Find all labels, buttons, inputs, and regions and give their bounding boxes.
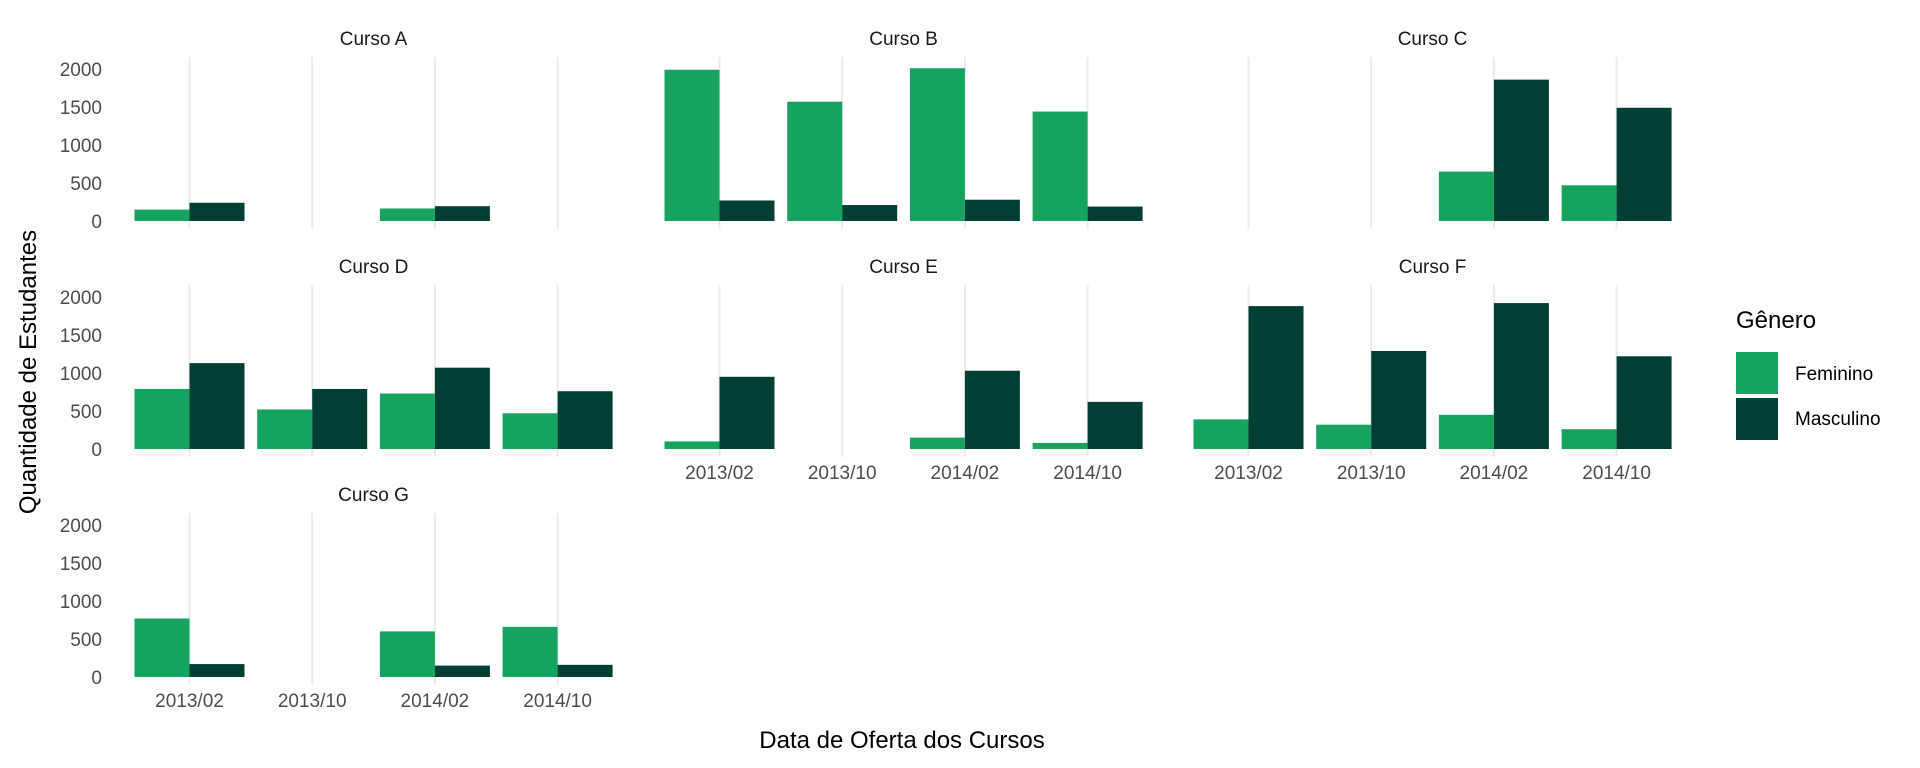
y-tick-label: 1500 [60, 554, 102, 575]
bar-feminino [1561, 429, 1617, 449]
bar-feminino [1032, 442, 1088, 449]
bar-feminino [257, 409, 313, 449]
x-tick-label: 2013/02 [155, 691, 224, 712]
bar-masculino [719, 200, 775, 221]
bar-masculino [964, 370, 1020, 449]
legend-label-masculino: Masculino [1795, 409, 1881, 430]
panel-curso-b: Curso B [664, 29, 1143, 229]
bar-feminino [134, 388, 190, 449]
y-tick-label: 500 [70, 402, 102, 423]
bar-feminino [1561, 185, 1617, 221]
bar-masculino [1087, 206, 1143, 221]
bar-masculino [557, 664, 613, 677]
x-tick-label: 2014/02 [1460, 463, 1529, 484]
panel-title: Curso F [1399, 257, 1467, 278]
bar-masculino [1371, 350, 1427, 449]
bar-feminino [379, 631, 435, 677]
panels-layer: Curso A 0 500 1000 1500 2000 Curso B Curso C Cur… [60, 29, 1672, 712]
y-tick-label: 1000 [60, 592, 102, 613]
bar-masculino [1616, 107, 1672, 221]
legend-title: Gênero [1736, 307, 1816, 334]
y-tick-label: 2000 [60, 288, 102, 309]
x-tick-label: 2014/10 [523, 691, 592, 712]
panel-curso-f: Curso F 2013/02 2013/10 2014/02 2014/10 [1193, 257, 1672, 484]
bar-feminino [134, 618, 190, 677]
bar-feminino [1032, 111, 1088, 221]
y-tick-label: 0 [91, 440, 102, 461]
x-tick-label: 2014/10 [1053, 463, 1122, 484]
bar-feminino [1438, 171, 1494, 221]
bar-masculino [189, 363, 245, 449]
bar-feminino [502, 413, 558, 449]
bar-masculino [189, 664, 245, 677]
legend-key-feminino [1736, 352, 1778, 394]
bar-feminino [134, 209, 190, 221]
panel-title: Curso E [869, 257, 938, 278]
legend-key-masculino [1736, 398, 1778, 440]
panel-title: Curso A [340, 29, 408, 50]
x-tick-label: 2014/02 [401, 691, 470, 712]
y-tick-label: 1000 [60, 364, 102, 385]
x-tick-label: 2014/02 [931, 463, 1000, 484]
x-tick-label: 2013/02 [1214, 463, 1283, 484]
bar-feminino [909, 437, 965, 449]
bar-masculino [1493, 79, 1549, 221]
bar-feminino [379, 393, 435, 449]
bar-masculino [434, 367, 490, 449]
y-tick-label: 1000 [60, 136, 102, 157]
legend: Gênero Feminino Masculino [1736, 307, 1881, 440]
bar-masculino [1493, 303, 1549, 449]
panel-title: Curso G [338, 485, 409, 506]
x-tick-label: 2013/02 [685, 463, 754, 484]
y-tick-label: 1500 [60, 98, 102, 119]
bar-feminino [787, 101, 843, 221]
bar-feminino [909, 68, 965, 222]
y-tick-label: 2000 [60, 516, 102, 537]
bar-masculino [557, 391, 613, 449]
bar-feminino [502, 626, 558, 677]
panel-title: Curso C [1398, 29, 1468, 50]
y-tick-label: 0 [91, 668, 102, 689]
panel-title: Curso B [869, 29, 938, 50]
y-tick-label: 500 [70, 174, 102, 195]
bar-feminino [664, 441, 720, 449]
legend-label-feminino: Feminino [1795, 364, 1873, 385]
y-tick-label: 0 [91, 212, 102, 233]
bar-feminino [379, 208, 435, 221]
x-tick-label: 2013/10 [278, 691, 347, 712]
bar-masculino [719, 376, 775, 449]
y-tick-label: 1500 [60, 326, 102, 347]
bar-masculino [189, 202, 245, 221]
panel-curso-d: Curso D 0 500 1000 1500 2000 [60, 257, 613, 461]
bar-masculino [1248, 306, 1304, 449]
bar-feminino [1316, 424, 1372, 449]
bar-feminino [664, 69, 720, 221]
y-tick-label: 2000 [60, 60, 102, 81]
panel-curso-c: Curso C [1247, 29, 1672, 229]
bar-masculino [312, 388, 368, 449]
bar-masculino [1616, 356, 1672, 449]
bar-masculino [434, 665, 490, 677]
bar-masculino [964, 199, 1020, 221]
panel-curso-a: Curso A 0 500 1000 1500 2000 [60, 29, 559, 233]
bar-feminino [1438, 414, 1494, 449]
bar-feminino [1193, 419, 1249, 449]
y-tick-label: 500 [70, 630, 102, 651]
bar-masculino [842, 205, 898, 221]
panel-curso-e: Curso E 2013/02 2013/10 2014/02 2014/10 [664, 257, 1143, 484]
x-axis-title: Data de Oferta dos Cursos [759, 727, 1044, 754]
y-axis-title: Quantidade de Estudantes [15, 230, 42, 514]
x-tick-label: 2014/10 [1582, 463, 1651, 484]
panel-title: Curso D [339, 257, 409, 278]
x-tick-label: 2013/10 [808, 463, 877, 484]
bar-masculino [434, 206, 490, 221]
panel-curso-g: Curso G 0 500 1000 1500 2000 2013/02 2013/10 201… [60, 485, 613, 712]
bar-masculino [1087, 401, 1143, 449]
x-tick-label: 2013/10 [1337, 463, 1406, 484]
